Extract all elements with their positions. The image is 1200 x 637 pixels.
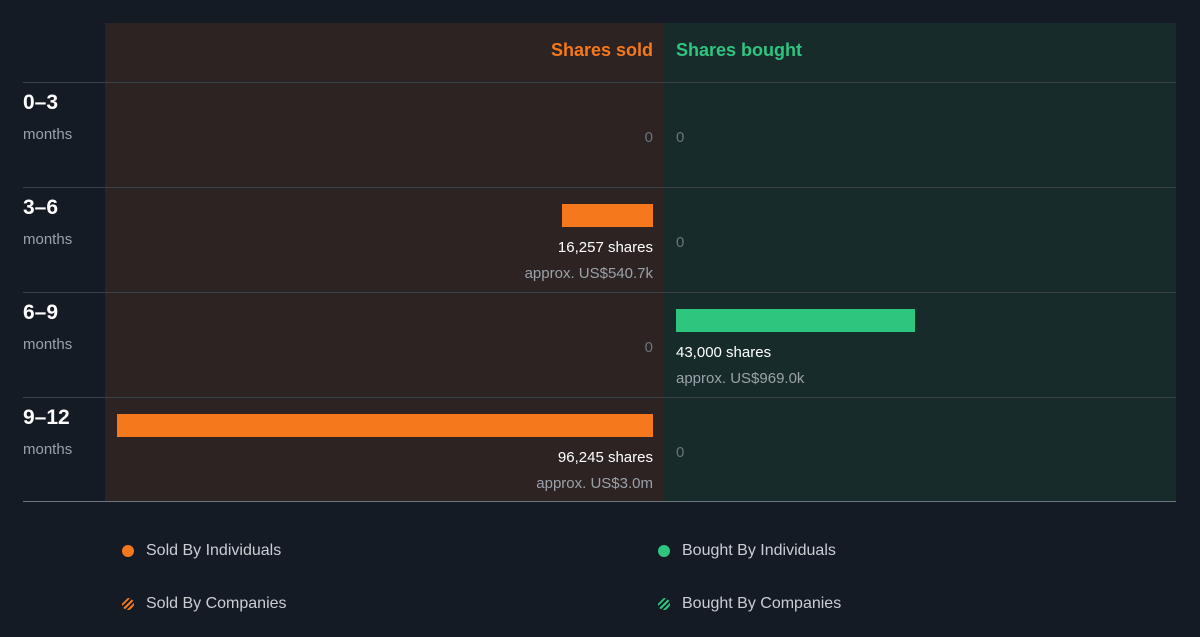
row-divider	[23, 187, 1176, 188]
legend-item: Bought By Companies	[658, 595, 841, 613]
sold-shares-label: 16,257 shares	[557, 239, 653, 256]
legend-label: Sold By Companies	[146, 595, 287, 612]
legend-label: Sold By Individuals	[146, 542, 282, 559]
bought-bar	[676, 309, 915, 332]
sold-value-label: approx. US$3.0m	[536, 475, 653, 492]
bought-zero-label: 0	[676, 444, 685, 461]
row-divider	[23, 82, 1176, 83]
bought-zero-label: 0	[676, 234, 685, 251]
sold-value-label: approx. US$540.7k	[524, 265, 653, 282]
legend-label: Bought By Companies	[682, 595, 842, 612]
legend-dot-icon	[122, 545, 134, 557]
bought-value-label: approx. US$969.0k	[676, 370, 805, 387]
legend-stripe-icon	[122, 598, 134, 610]
sold-zero-label: 0	[644, 129, 653, 146]
legend-dot-icon	[658, 545, 670, 557]
sold-shares-label: 96,245 shares	[557, 449, 653, 466]
sold-header: Shares sold	[550, 40, 653, 60]
period-label: 3–6	[23, 196, 59, 219]
period-unit-label: months	[23, 126, 73, 143]
row-divider	[23, 292, 1176, 293]
bought-panel	[664, 23, 1176, 501]
legend-item: Sold By Companies	[122, 595, 287, 613]
sold-zero-label: 0	[644, 339, 653, 356]
bought-shares-label: 43,000 shares	[676, 344, 772, 361]
period-label: 9–12	[23, 406, 70, 429]
period-label: 6–9	[23, 301, 59, 324]
period-label: 0–3	[23, 91, 59, 114]
legend-item: Bought By Individuals	[658, 542, 836, 560]
legend-item: Sold By Individuals	[122, 542, 281, 560]
bought-zero-label: 0	[676, 129, 685, 146]
period-unit-label: months	[23, 231, 73, 248]
legend-stripe-icon	[658, 598, 670, 610]
period-unit-label: months	[23, 441, 73, 458]
row-divider	[23, 397, 1176, 398]
period-unit-label: months	[23, 336, 73, 353]
sold-bar	[117, 414, 653, 437]
bought-header: Shares bought	[676, 40, 803, 60]
chart-baseline	[23, 501, 1176, 502]
legend-label: Bought By Individuals	[682, 542, 836, 559]
sold-bar	[562, 204, 653, 227]
